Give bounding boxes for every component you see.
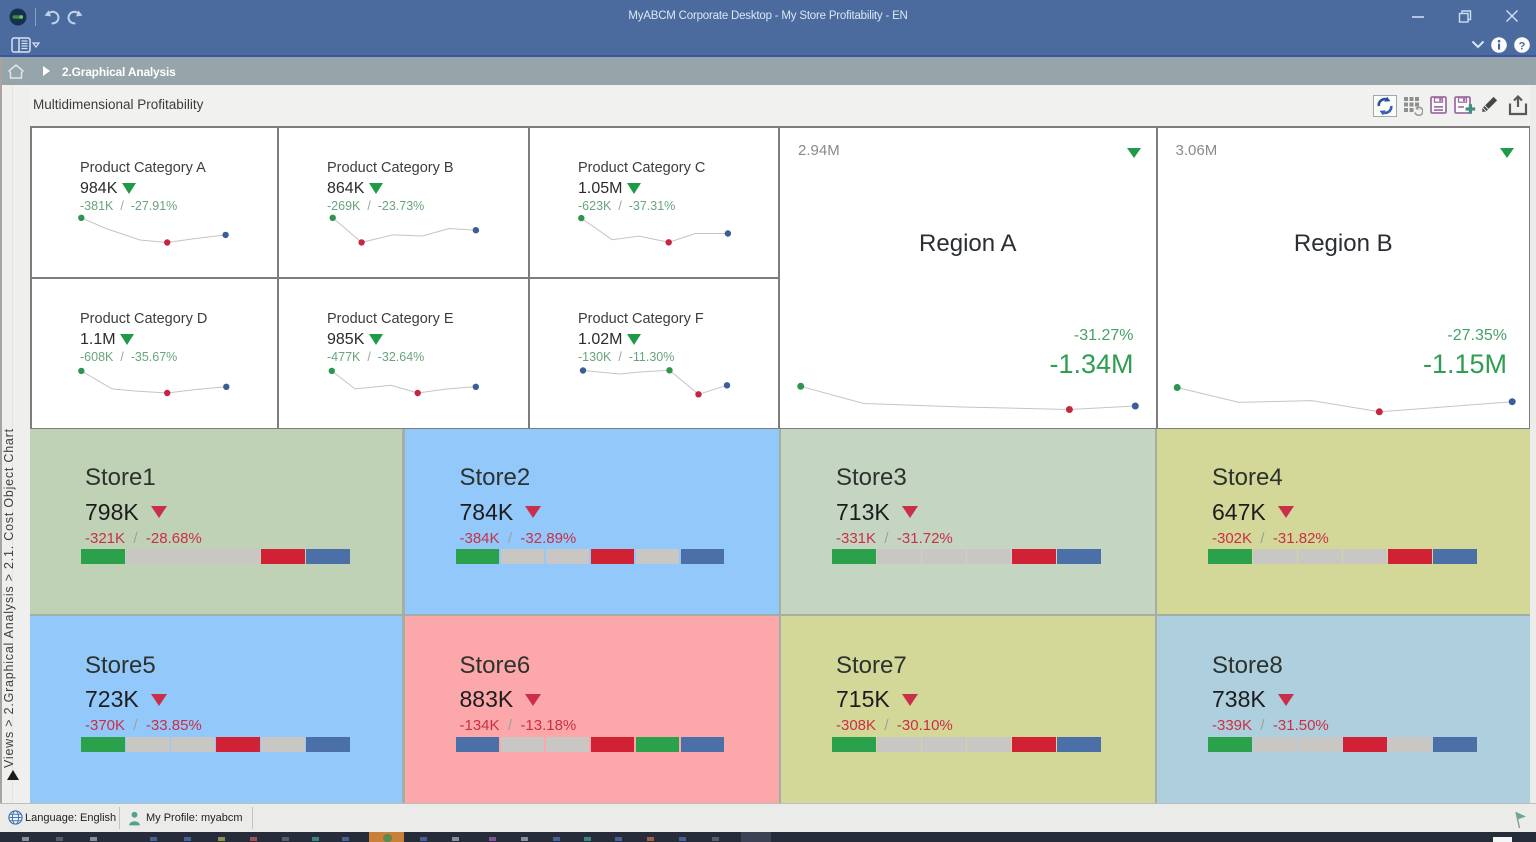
- svg-text:?: ?: [1519, 40, 1526, 52]
